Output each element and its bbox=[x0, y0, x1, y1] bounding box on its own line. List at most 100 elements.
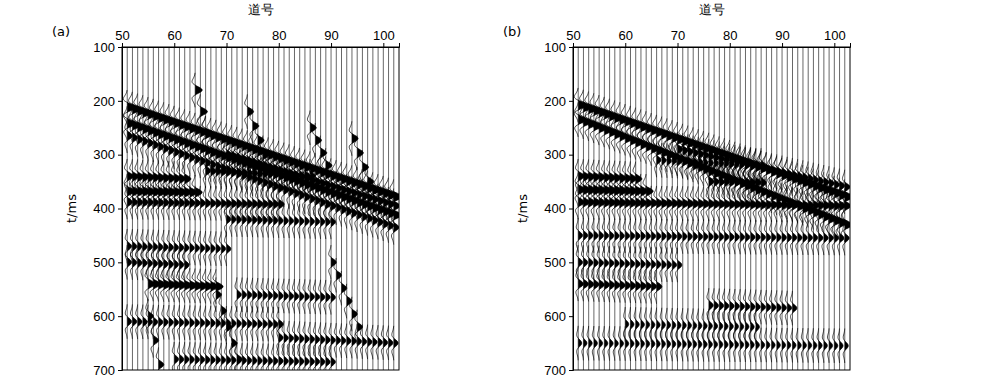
wavelet-fill bbox=[164, 305, 168, 339]
wavelet-line bbox=[178, 230, 184, 264]
wavelet-line bbox=[386, 208, 394, 242]
wavelet-fill bbox=[745, 328, 749, 362]
wavelet-fill bbox=[227, 202, 231, 236]
wavelet-fill bbox=[808, 328, 812, 362]
wavelet-line bbox=[764, 220, 770, 254]
wavelet-fill bbox=[845, 170, 850, 204]
wavelet-fill bbox=[138, 305, 142, 339]
wavelet-fill bbox=[667, 219, 671, 253]
wavelet-fill bbox=[315, 280, 319, 314]
wavelet-line bbox=[801, 220, 807, 254]
wavelet-line bbox=[146, 230, 152, 264]
wavelet-line bbox=[733, 220, 739, 254]
wavelet-fill bbox=[646, 307, 650, 341]
wavelet-fill bbox=[620, 326, 624, 360]
wavelet-line bbox=[303, 279, 309, 313]
wavelet-fill bbox=[132, 185, 137, 219]
wavelet-line bbox=[791, 291, 797, 325]
wavelet-fill bbox=[594, 326, 598, 360]
wavelet-line bbox=[323, 168, 332, 202]
wavelet-fill bbox=[719, 220, 723, 254]
wavelet-fill bbox=[615, 268, 620, 302]
wavelet-line bbox=[355, 198, 363, 232]
wavelet-line bbox=[681, 219, 687, 253]
wavelet-line bbox=[308, 344, 314, 370]
wavelet-fill bbox=[211, 154, 216, 188]
wavelet-line bbox=[156, 129, 164, 163]
trace-baseline bbox=[609, 47, 610, 370]
wavelet-fill bbox=[688, 186, 694, 220]
wavelet-line bbox=[660, 247, 666, 281]
wavelet-line bbox=[328, 169, 337, 203]
wavelet-fill bbox=[777, 188, 783, 222]
wavelet-fill bbox=[190, 231, 194, 265]
wavelet-fill bbox=[745, 309, 749, 343]
wavelet-fill bbox=[698, 309, 702, 343]
wavelet-line bbox=[213, 269, 223, 303]
wavelet-line bbox=[624, 326, 629, 360]
wavelet-fill bbox=[730, 309, 734, 343]
wavelet-line bbox=[251, 278, 257, 312]
wavelet-fill bbox=[599, 246, 603, 280]
wavelet-fill bbox=[610, 246, 614, 280]
wavelet-line bbox=[225, 343, 231, 370]
wavelet-fill bbox=[578, 218, 582, 252]
wavelet-line bbox=[130, 304, 136, 338]
wavelet-fill bbox=[782, 188, 788, 222]
wavelet-fill bbox=[630, 186, 636, 220]
tick-label: 700 bbox=[544, 363, 566, 378]
wavelet-line bbox=[307, 111, 316, 145]
wavelet-line bbox=[329, 205, 335, 239]
wavelet-fill bbox=[761, 328, 765, 362]
wavelet-line bbox=[125, 245, 131, 279]
wavelet-line bbox=[193, 306, 199, 340]
wavelet-fill bbox=[667, 327, 671, 361]
tick: 400 bbox=[544, 201, 573, 216]
wavelet-fill bbox=[630, 247, 634, 281]
wavelet-fill bbox=[268, 203, 272, 237]
tick-mark bbox=[569, 47, 573, 48]
wavelet-line bbox=[837, 189, 846, 223]
wavelet-fill bbox=[735, 165, 740, 199]
wavelet-line bbox=[675, 186, 684, 220]
wavelet-line bbox=[764, 290, 770, 324]
wavelet-fill bbox=[179, 305, 183, 339]
wavelet-fill bbox=[803, 328, 807, 362]
wavelet-fill bbox=[756, 310, 760, 344]
wavelet-fill bbox=[200, 186, 205, 220]
tick-mark bbox=[383, 43, 384, 47]
wavelet-fill bbox=[583, 326, 587, 360]
wavelet-fill bbox=[719, 165, 724, 199]
wavelet-line bbox=[146, 246, 152, 280]
wavelet-line bbox=[334, 171, 343, 205]
wavelet-line bbox=[670, 186, 679, 220]
tick: 100 bbox=[93, 40, 122, 55]
wavelet-line bbox=[375, 184, 384, 218]
wavelet-fill bbox=[730, 165, 735, 199]
tick-mark bbox=[730, 43, 731, 47]
plot-area bbox=[123, 47, 399, 370]
wavelet-fill bbox=[284, 158, 289, 192]
wavelet-fill bbox=[662, 186, 668, 220]
tick-label: 300 bbox=[544, 147, 566, 162]
wavelet-fill bbox=[352, 121, 358, 155]
wavelet-line bbox=[821, 188, 830, 222]
wavelet-line bbox=[608, 219, 614, 253]
wavelet-fill bbox=[698, 219, 702, 253]
wavelet-fill bbox=[704, 219, 708, 253]
wavelet-line bbox=[318, 166, 327, 200]
wavelet-fill bbox=[247, 94, 253, 128]
wavelet-line bbox=[188, 231, 194, 265]
wavelet-line bbox=[643, 186, 652, 220]
wavelet-line bbox=[822, 328, 827, 362]
tick-mark bbox=[569, 155, 573, 156]
wavelet-fill bbox=[274, 307, 278, 341]
wavelet-fill bbox=[641, 247, 645, 281]
wavelet-line bbox=[711, 187, 720, 221]
wavelet-line bbox=[650, 327, 655, 361]
wavelet-fill bbox=[636, 269, 641, 303]
wavelet-fill bbox=[321, 136, 327, 170]
wavelet-fill bbox=[315, 123, 321, 157]
wavelet-fill bbox=[709, 327, 713, 361]
wavelet-fill bbox=[206, 186, 211, 220]
